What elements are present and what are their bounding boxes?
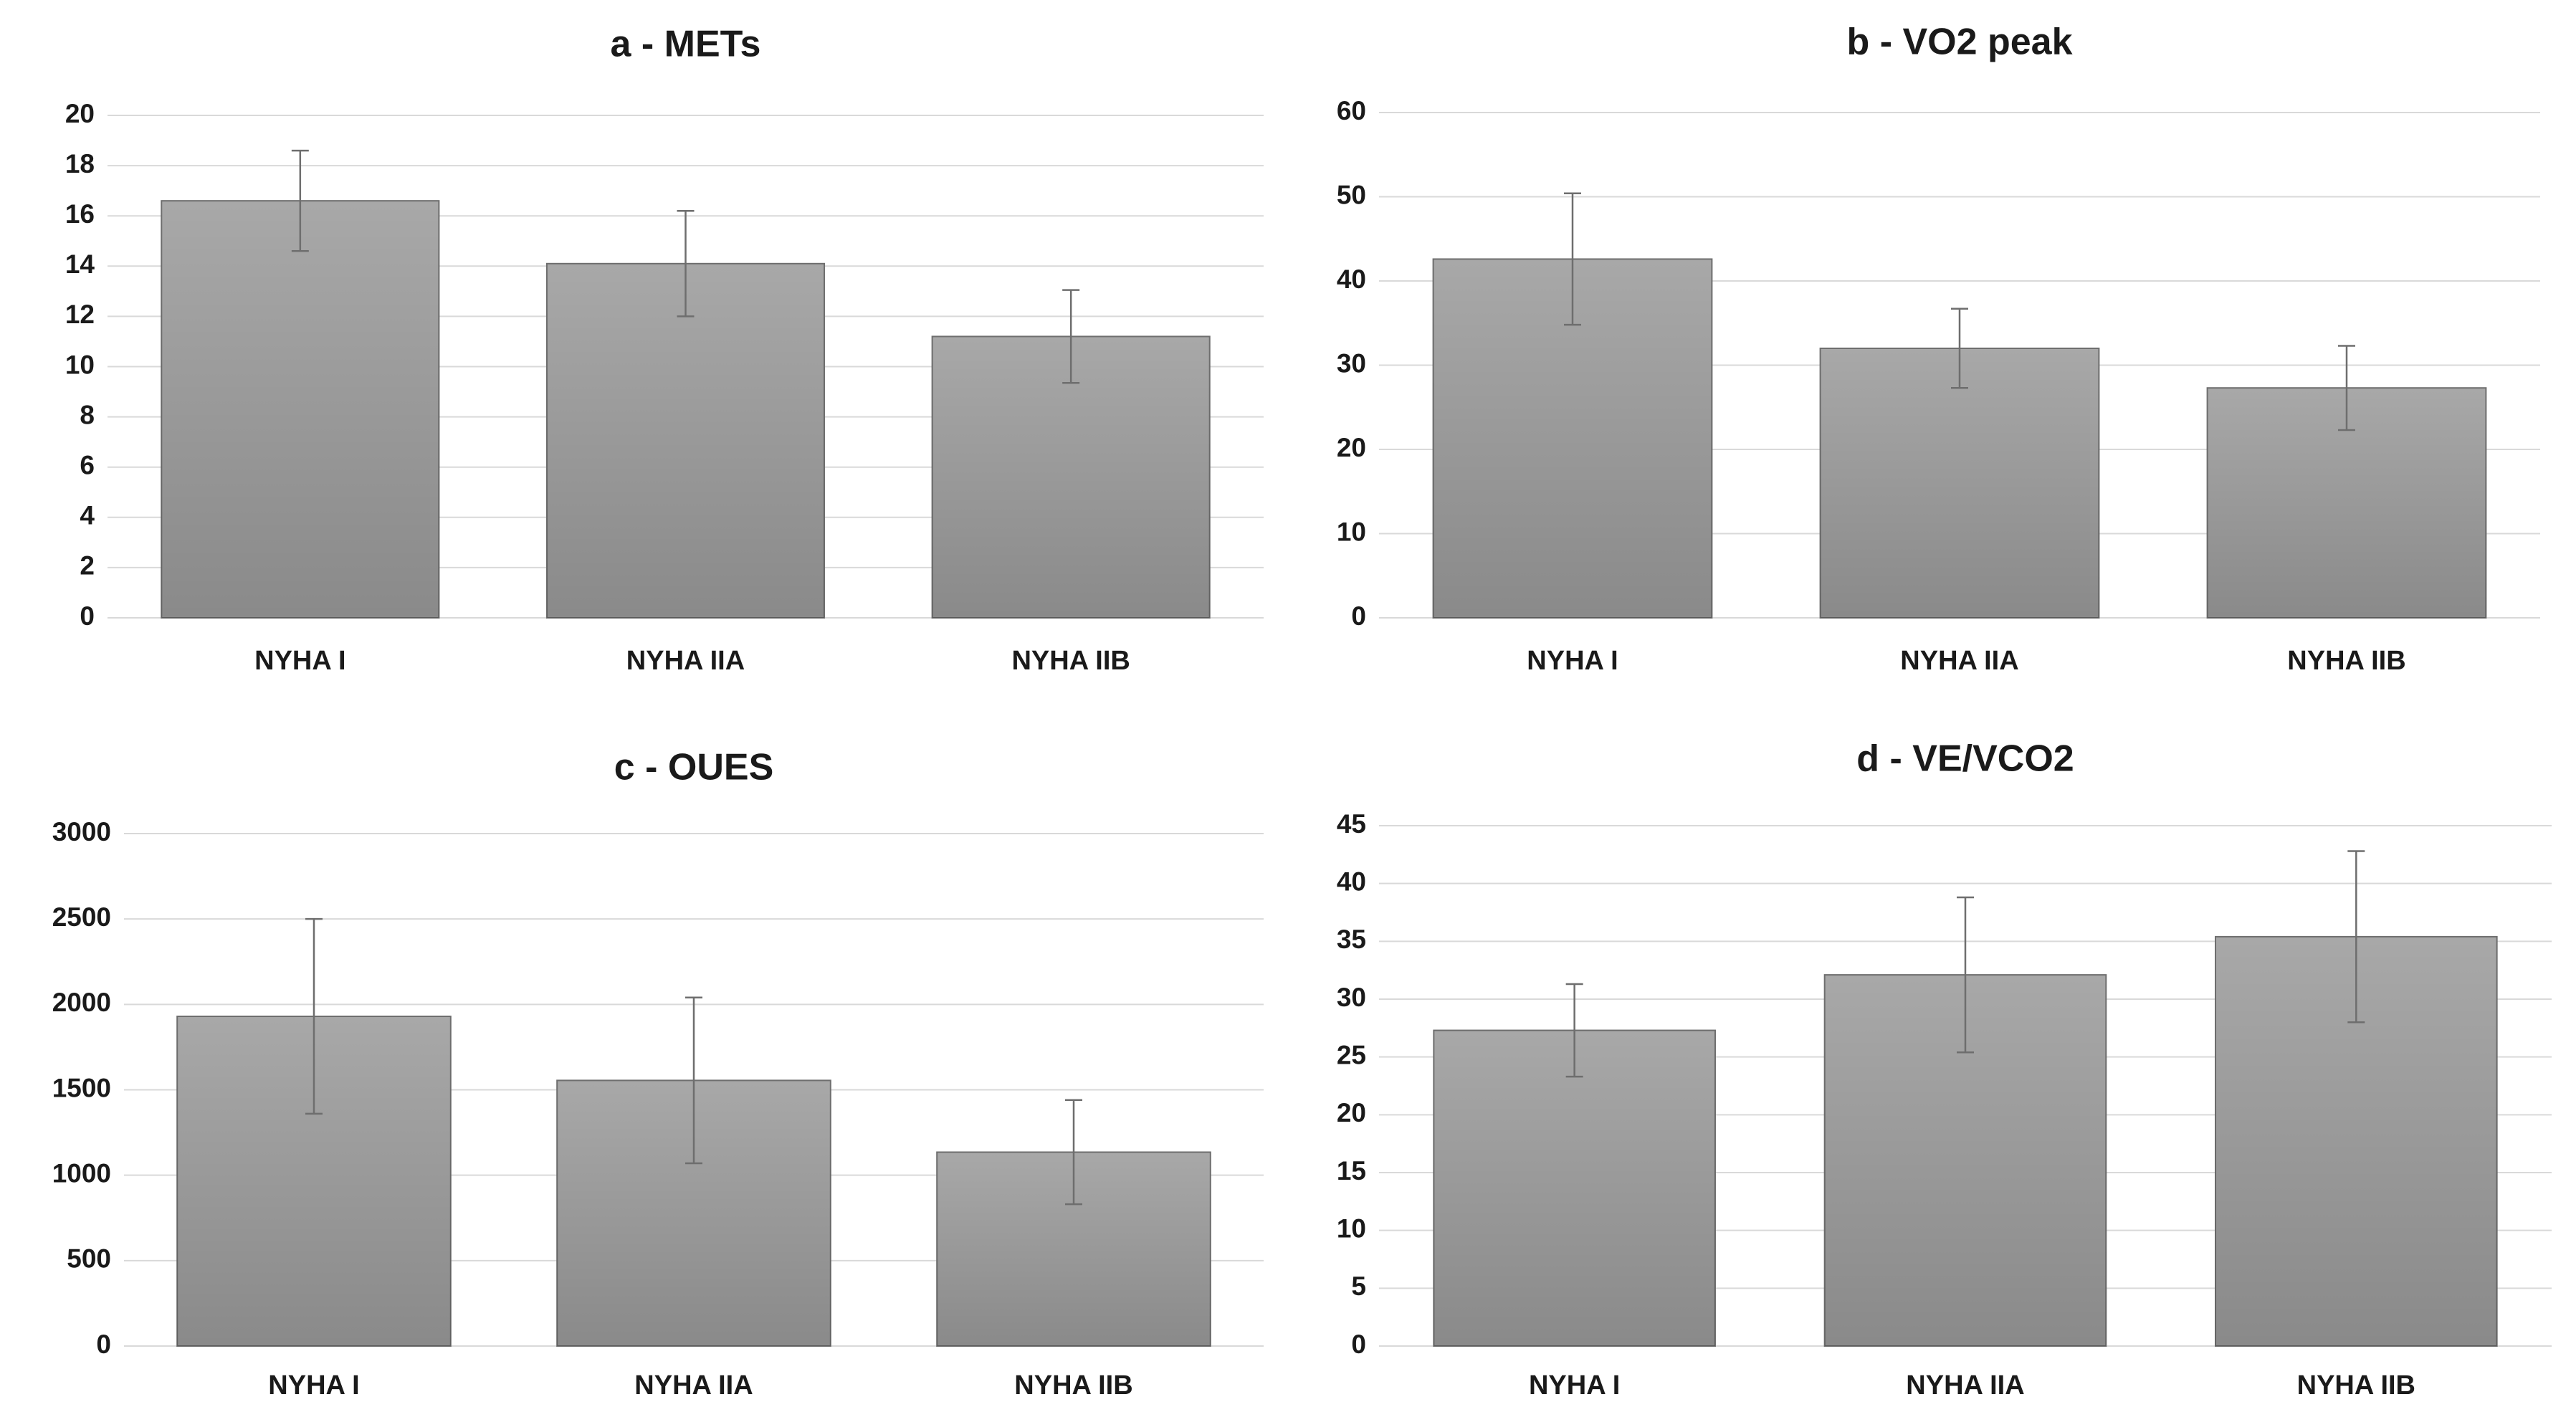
y-tick-label: 3000: [52, 817, 111, 846]
y-tick-label: 10: [1337, 517, 1366, 546]
error-bar: [305, 917, 323, 1115]
chart-title: b - VO2 peak: [1847, 22, 2073, 63]
x-tick-label: NYHA IIA: [634, 1370, 753, 1401]
error-bar: [1957, 896, 1974, 1054]
chart-title: c - OUES: [614, 747, 774, 788]
y-tick-label: 1000: [52, 1158, 111, 1188]
y-tick-label: 8: [80, 400, 95, 429]
y-tick-label: 2500: [52, 902, 111, 932]
error-bar: [1564, 192, 1581, 326]
error-bar: [677, 209, 695, 318]
x-tick-label: NYHA I: [1529, 1370, 1620, 1401]
y-tick-label: 12: [65, 300, 95, 329]
error-bar: [685, 996, 702, 1165]
y-tick-label: 1500: [52, 1073, 111, 1102]
y-tick-label: 0: [1351, 601, 1366, 631]
y-tick-label: 10: [1337, 1213, 1366, 1243]
y-tick-label: 20: [1337, 1098, 1366, 1127]
error-bar: [2338, 345, 2355, 431]
y-tick-label: 2000: [52, 988, 111, 1017]
x-tick-label: NYHA IIA: [1906, 1370, 2024, 1401]
bar-shade: [1820, 348, 2099, 618]
y-tick-label: 40: [1337, 867, 1366, 896]
y-tick-label: 18: [65, 149, 95, 178]
y-tick-label: 14: [65, 249, 95, 279]
chart-title: d - VE/VCO2: [1856, 738, 2074, 780]
chart-title: a - METs: [611, 24, 761, 65]
y-tick-label: 30: [1337, 983, 1366, 1012]
error-bar: [1565, 983, 1583, 1078]
y-tick-label: 4: [80, 501, 95, 530]
error-bar: [291, 149, 309, 252]
error-bar: [1062, 289, 1080, 384]
x-tick-label: NYHA IIB: [1014, 1370, 1132, 1401]
y-tick-label: 20: [65, 99, 95, 128]
error-bar: [1065, 1099, 1082, 1206]
y-tick-label: 0: [96, 1330, 111, 1359]
y-tick-label: 60: [1337, 96, 1366, 125]
y-tick-label: 0: [1351, 1330, 1366, 1359]
y-tick-label: 30: [1337, 348, 1366, 378]
y-tick-label: 2: [80, 551, 95, 581]
y-tick-label: 50: [1337, 180, 1366, 209]
bar-shade: [546, 263, 825, 618]
y-tick-label: 15: [1337, 1156, 1366, 1185]
y-tick-label: 16: [65, 199, 95, 229]
y-tick-label: 500: [67, 1244, 111, 1274]
x-tick-label: NYHA IIB: [2287, 646, 2405, 676]
error-bar: [2347, 850, 2365, 1024]
x-tick-label: NYHA I: [268, 1370, 359, 1401]
y-tick-label: 25: [1337, 1040, 1366, 1069]
y-tick-label: 45: [1337, 809, 1366, 839]
y-tick-label: 35: [1337, 925, 1366, 954]
error-bar: [1951, 307, 1968, 389]
y-tick-label: 0: [80, 601, 95, 631]
y-tick-label: 5: [1351, 1272, 1366, 1301]
x-tick-label: NYHA IIB: [2297, 1370, 2415, 1401]
bar-shade: [161, 201, 439, 618]
y-tick-label: 6: [80, 450, 95, 480]
x-tick-label: NYHA I: [1527, 646, 1618, 676]
bar-shade: [1434, 1030, 1715, 1346]
x-tick-label: NYHA IIA: [626, 646, 745, 676]
y-tick-label: 20: [1337, 433, 1366, 462]
y-tick-label: 10: [65, 350, 95, 379]
y-tick-label: 40: [1337, 264, 1366, 294]
x-tick-label: NYHA IIA: [1900, 646, 2018, 676]
x-tick-label: NYHA IIB: [1011, 646, 1130, 676]
x-tick-label: NYHA I: [254, 646, 345, 676]
